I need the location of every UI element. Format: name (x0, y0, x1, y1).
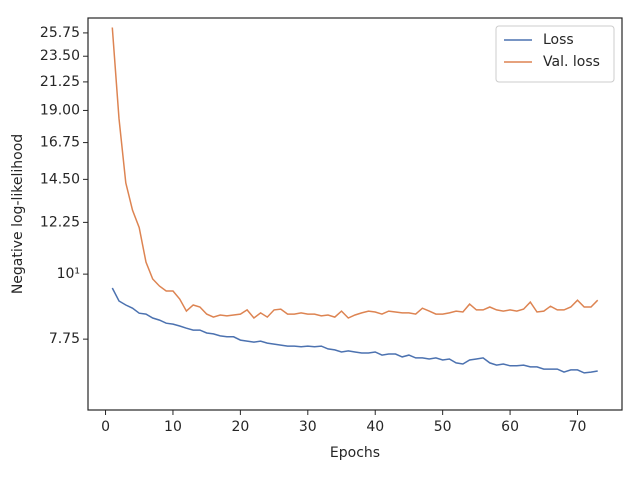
x-tick-label: 20 (231, 419, 249, 435)
legend: Loss Val. loss (495, 25, 615, 83)
line-series (111, 287, 598, 374)
y-tick-label: 10¹ (57, 266, 80, 282)
y-axis-label: Negative log-likelihood (10, 134, 26, 294)
y-tick-label: 14.50 (40, 171, 80, 187)
x-axis-label: Epochs (330, 445, 380, 461)
x-tick-label: 10 (164, 419, 182, 435)
y-tick-label: 7.75 (49, 331, 80, 347)
y-tick-label: 12.25 (40, 214, 80, 230)
x-tick-label: 30 (299, 419, 317, 435)
y-tick-label: 25.75 (40, 25, 80, 41)
x-tick-label: 50 (434, 419, 452, 435)
line-series (111, 27, 599, 320)
x-tick-label: 40 (366, 419, 384, 435)
plot-frame (87, 17, 623, 411)
x-tick-label: 0 (101, 419, 110, 435)
legend-label: Loss (543, 32, 574, 48)
x-tick-label: 70 (569, 419, 587, 435)
y-tick-label: 21.25 (40, 74, 80, 90)
y-tick-label: 16.75 (40, 135, 80, 151)
y-tick-label: 23.50 (40, 48, 80, 64)
x-tick-label: 60 (501, 419, 519, 435)
y-tick-label: 19.00 (40, 102, 80, 118)
legend-label: Val. loss (543, 54, 600, 70)
